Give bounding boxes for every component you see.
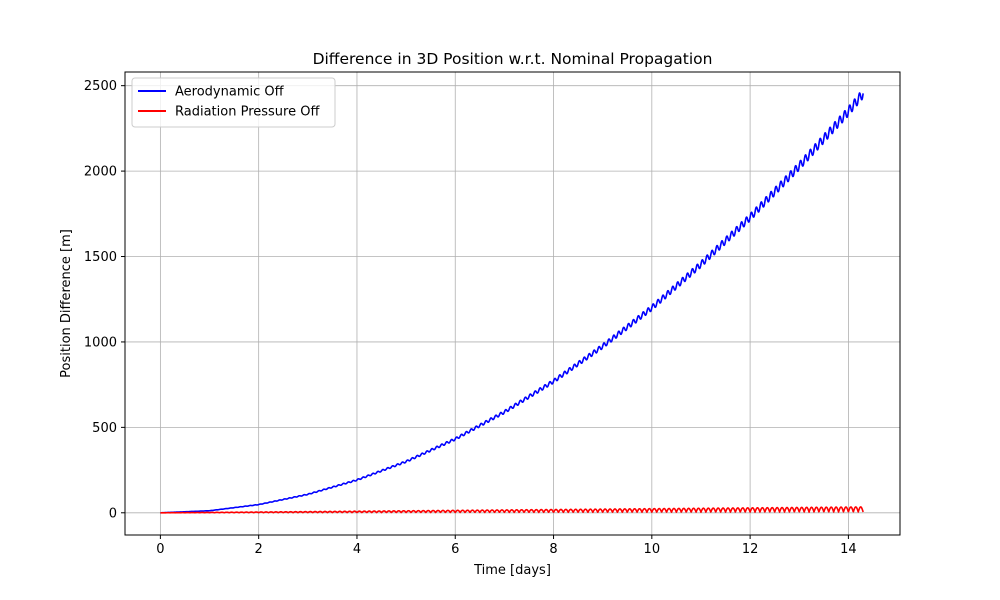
y-tick-label: 1000 <box>84 335 117 350</box>
legend-label-aerodynamic-off: Aerodynamic Off <box>175 85 285 100</box>
x-tick-label: 12 <box>742 542 759 557</box>
chart-title: Difference in 3D Position w.r.t. Nominal… <box>313 50 713 68</box>
series-line-radiation-pressure-off <box>159 506 864 514</box>
axis-ticks: 0 2 4 6 8 10 12 14 0 500 1000 1500 2000 2500 <box>84 79 857 557</box>
y-tick-label: 1500 <box>84 250 117 265</box>
x-axis-label: Time [days] <box>473 563 551 578</box>
series-line-aerodynamic-off <box>159 92 864 514</box>
series-layer <box>159 92 864 514</box>
y-tick-label: 2000 <box>84 165 117 180</box>
x-tick-label: 8 <box>549 542 557 557</box>
x-tick-label: 10 <box>644 542 661 557</box>
y-tick-label: 2500 <box>84 79 117 94</box>
legend-label-radiation-pressure-off: Radiation Pressure Off <box>175 105 320 120</box>
legend-box <box>131 77 336 128</box>
plot-frame <box>124 71 901 536</box>
legend: Aerodynamic Off Radiation Pressure Off <box>131 77 336 128</box>
x-tick-label: 0 <box>156 542 164 557</box>
y-tick-label: 500 <box>92 421 117 436</box>
x-tick-label: 6 <box>451 542 459 557</box>
x-tick-label: 14 <box>840 542 857 557</box>
y-axis-label: Position Difference [m] <box>59 229 74 378</box>
x-tick-label: 2 <box>255 542 263 557</box>
y-tick-label: 0 <box>109 506 117 521</box>
x-tick-label: 4 <box>353 542 361 557</box>
